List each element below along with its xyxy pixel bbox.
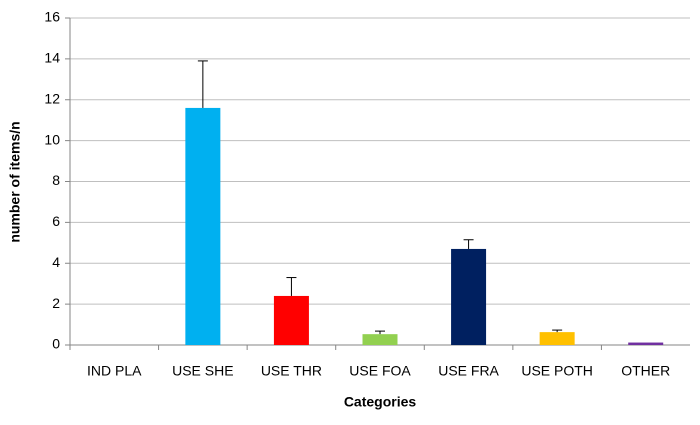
y-tick-label: 14 xyxy=(44,50,60,66)
x-tick-label: USE SHE xyxy=(172,363,233,379)
y-tick-label: 6 xyxy=(52,213,60,229)
y-tick-label: 10 xyxy=(44,131,60,147)
x-tick-label: IND PLA xyxy=(87,363,142,379)
y-tick-label: 8 xyxy=(52,172,60,188)
bar xyxy=(628,342,664,345)
bar xyxy=(362,334,398,345)
x-tick-label: USE POTH xyxy=(521,363,593,379)
y-axis-title: number of items/n xyxy=(7,121,23,242)
x-axis-title: Categories xyxy=(344,394,417,410)
x-tick-label: USE FRA xyxy=(438,363,499,379)
bar xyxy=(185,107,221,345)
bar xyxy=(451,248,487,345)
x-tick-label: USE THR xyxy=(261,363,322,379)
bar xyxy=(273,295,309,345)
y-tick-label: 0 xyxy=(52,336,60,352)
x-tick-label: USE FOA xyxy=(349,363,411,379)
y-tick-label: 4 xyxy=(52,254,60,270)
x-tick-label: OTHER xyxy=(621,363,670,379)
y-tick-label: 12 xyxy=(44,90,60,106)
bar xyxy=(539,332,575,345)
y-tick-label: 16 xyxy=(44,9,60,25)
y-tick-label: 2 xyxy=(52,295,60,311)
